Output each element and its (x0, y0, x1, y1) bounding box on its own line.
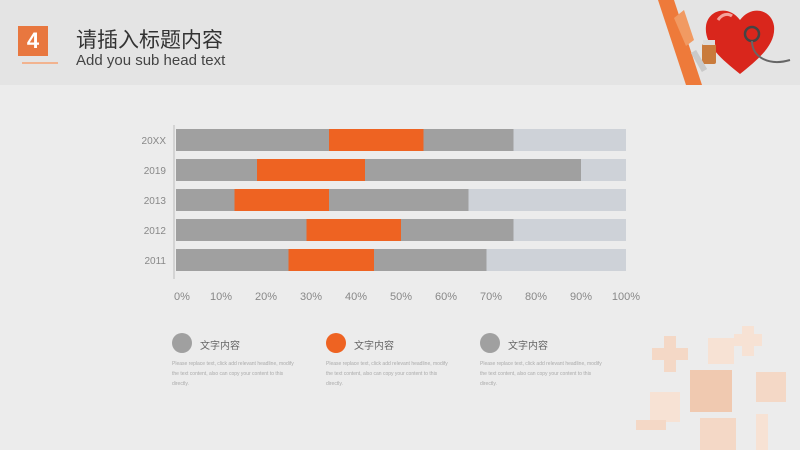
bar-segment (329, 189, 469, 211)
cross-shape (664, 336, 676, 372)
cross-shape (734, 334, 762, 346)
bar-segment (423, 129, 514, 151)
x-tick-label: 60% (435, 291, 457, 303)
badge-underline (22, 62, 58, 64)
x-tick-label: 100% (612, 291, 640, 303)
legend-dot (172, 333, 192, 353)
bar-segment (513, 219, 626, 241)
legend-description: Please replace text, click add relevant … (172, 361, 294, 387)
cross-shape (708, 338, 734, 364)
bar-segment (288, 249, 374, 271)
y-tick-label: 2013 (144, 196, 167, 207)
stethoscope-tube (751, 40, 791, 63)
bar-segment (176, 159, 257, 181)
bar-segment (374, 249, 487, 271)
bar-segment (401, 219, 514, 241)
x-tick-label: 40% (345, 291, 367, 303)
bar-segment (176, 189, 235, 211)
bar-segment (513, 129, 626, 151)
cross-shape (756, 372, 786, 402)
legend-description: Please replace text, click add relevant … (480, 361, 602, 387)
bar-segment (176, 219, 307, 241)
section-number-badge: 4 (18, 26, 48, 56)
y-tick-label: 2011 (144, 256, 166, 267)
cross-shape (690, 370, 732, 412)
cross-shape (700, 418, 736, 450)
page-title: 请插入标题内容 (76, 28, 223, 52)
cross-shape (650, 392, 680, 422)
legend-label: 文字内容 (200, 341, 240, 352)
cross-shape (756, 414, 768, 450)
x-tick-label: 20% (255, 291, 277, 303)
x-tick-label: 10% (210, 291, 232, 303)
y-tick-label: 2019 (144, 166, 167, 177)
medicine-bottle-icon (702, 44, 716, 64)
page-subtitle: Add you sub head text (76, 52, 226, 69)
x-tick-label: 30% (300, 291, 322, 303)
x-tick-label: 90% (570, 291, 592, 303)
bar-segment (329, 129, 424, 151)
legend-label: 文字内容 (354, 341, 394, 352)
cross-shape (636, 420, 666, 430)
x-tick-label: 70% (480, 291, 502, 303)
x-tick-label: 50% (390, 291, 412, 303)
y-tick-label: 2012 (144, 226, 167, 237)
bar-segment (365, 159, 581, 181)
bar-segment (257, 159, 365, 181)
orange-stripe-decoration (674, 10, 694, 46)
bar-segment (581, 159, 626, 181)
orange-stripe-decoration (658, 0, 702, 85)
bar-segment (234, 189, 329, 211)
bar-segment (468, 189, 626, 211)
bottle-cap (703, 40, 715, 45)
x-tick-label: 0% (174, 291, 190, 303)
bar-segment (486, 249, 626, 271)
syringe-icon (690, 49, 708, 73)
bar-segment (176, 129, 329, 151)
heart-highlight (716, 12, 733, 21)
heart-stethoscope-icon (658, 0, 791, 85)
x-tick-label: 80% (525, 291, 547, 303)
legend-dot (480, 333, 500, 353)
y-tick-label: 20XX (142, 136, 167, 147)
bar-segment (306, 219, 401, 241)
legend-label: 文字内容 (508, 341, 548, 352)
legend-dot (326, 333, 346, 353)
heart-shape (705, 10, 775, 75)
bar-segment (176, 249, 289, 271)
legend-description: Please replace text, click add relevant … (326, 361, 448, 387)
